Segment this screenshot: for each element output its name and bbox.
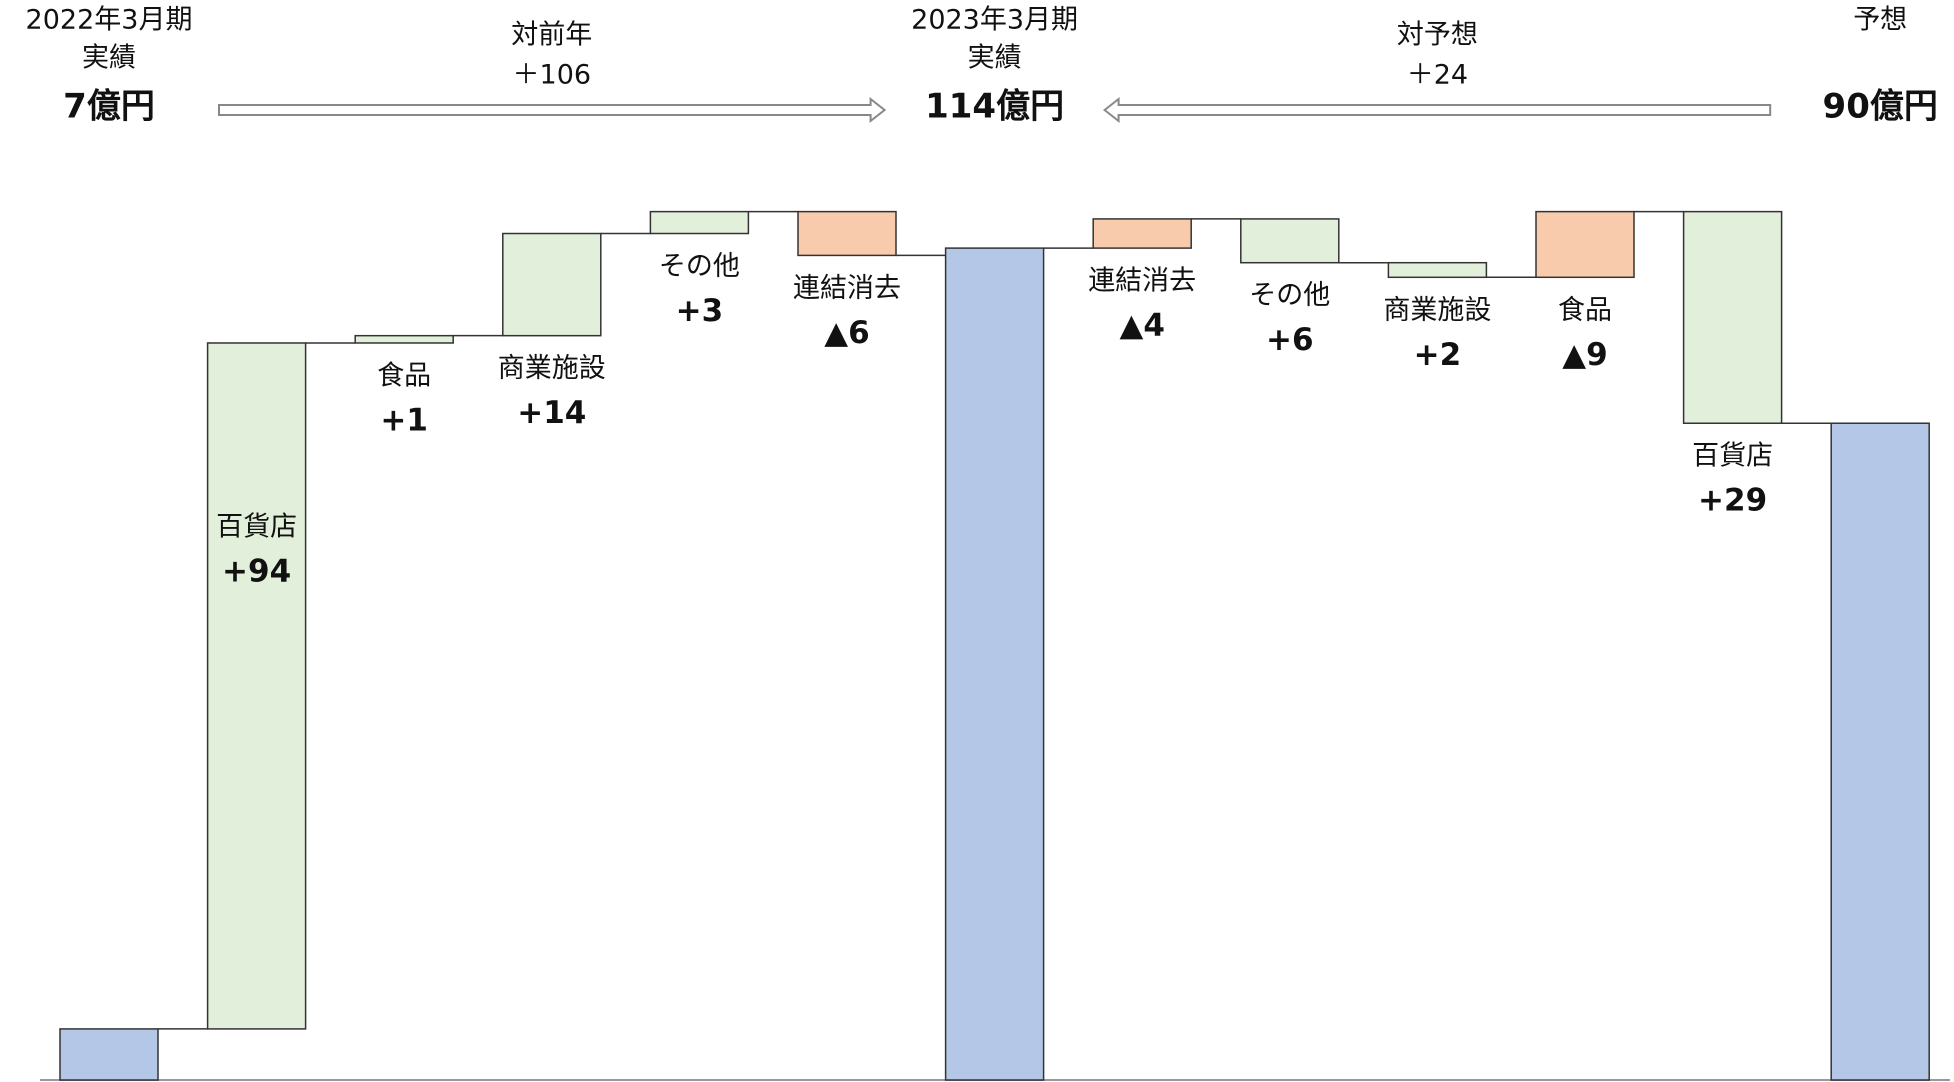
step-bar — [1387, 261, 1488, 279]
category-label: 商業施設 — [498, 353, 606, 384]
total-bar — [944, 247, 1045, 1081]
total-bar — [1830, 422, 1930, 1081]
step-bar — [1092, 218, 1192, 249]
total-label: 90億円 — [1823, 87, 1938, 127]
value-label: ▲6 — [824, 315, 869, 351]
value-label: +94 — [222, 553, 291, 589]
category-label: その他 — [1249, 280, 1330, 311]
category-label: 連結消去 — [793, 273, 901, 304]
comparison-value: ＋24 — [1407, 60, 1468, 91]
category-label: 百貨店 — [216, 511, 297, 542]
category-label: その他 — [659, 251, 740, 282]
period-label: 実績 — [968, 43, 1022, 74]
step-bar — [797, 210, 897, 257]
comparison-label: 対予想 — [1397, 20, 1478, 51]
category-label: 連結消去 — [1088, 266, 1196, 297]
value-label: +6 — [1266, 322, 1314, 358]
value-label: ▲4 — [1119, 308, 1164, 344]
step-bar — [649, 210, 750, 235]
value-label: +14 — [517, 395, 586, 431]
comparison-label: 対前年 — [511, 20, 592, 51]
step-bar — [354, 334, 454, 344]
value-label: +1 — [380, 402, 428, 438]
value-label: +29 — [1698, 483, 1767, 519]
total-bar — [59, 1028, 159, 1081]
period-label: 2022年3月期 — [26, 5, 193, 36]
comparison-arrow — [218, 96, 887, 124]
category-label: 食品 — [1558, 295, 1612, 326]
period-label: 予想 — [1853, 5, 1907, 36]
step-bar — [206, 342, 307, 1030]
total-label: 7億円 — [63, 87, 155, 127]
value-label: +3 — [676, 293, 724, 329]
comparison-arrow — [1102, 96, 1772, 124]
step-bar — [502, 232, 602, 337]
comparison-value: ＋106 — [513, 60, 592, 91]
category-label: 百貨店 — [1692, 441, 1773, 472]
step-bar — [1535, 210, 1635, 279]
total-label: 114億円 — [925, 87, 1064, 127]
category-label: 商業施設 — [1383, 295, 1491, 326]
period-label: 実績 — [82, 43, 136, 74]
category-label: 食品 — [377, 360, 431, 391]
period-label: 2023年3月期 — [911, 5, 1078, 36]
value-label: +2 — [1414, 337, 1462, 373]
step-bar — [1240, 218, 1340, 264]
step-bar — [1682, 210, 1783, 424]
value-label: ▲9 — [1562, 337, 1607, 373]
